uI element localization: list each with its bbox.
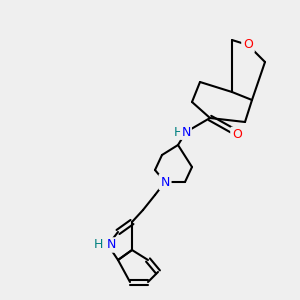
Text: N: N: [160, 176, 170, 188]
Text: N: N: [106, 238, 116, 251]
Text: O: O: [243, 38, 253, 52]
Text: N: N: [181, 125, 191, 139]
Text: H: H: [173, 125, 183, 139]
Text: O: O: [232, 128, 242, 142]
Text: H: H: [94, 238, 103, 251]
